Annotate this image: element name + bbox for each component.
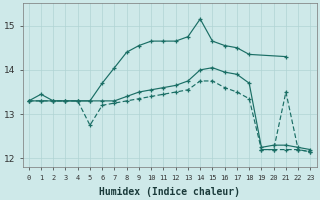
X-axis label: Humidex (Indice chaleur): Humidex (Indice chaleur) bbox=[99, 186, 240, 197]
